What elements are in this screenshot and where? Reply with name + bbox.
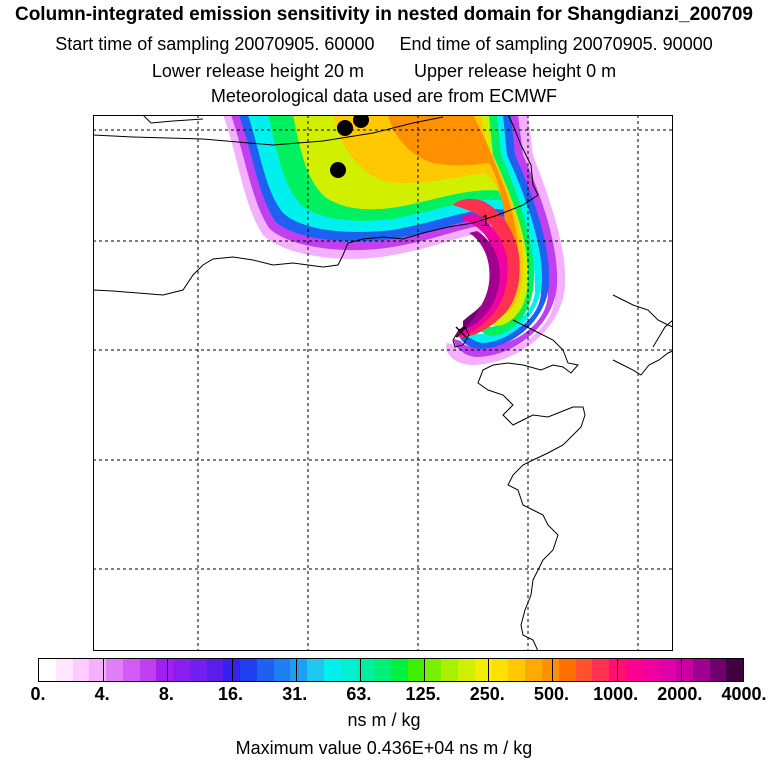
colorbar-tick [680,659,682,681]
receptor-points [330,115,369,178]
colorbar-segment [676,659,693,681]
colorbar-segment [307,659,325,681]
colorbar-segment [89,659,107,681]
colorbar-segment [592,659,610,681]
plume-field [223,115,566,365]
colorbar-tick [231,659,233,681]
colorbar-segment [558,659,576,681]
colorbar-segment [726,659,744,681]
met-data-label: Meteorological data used are from ECMWF [210,86,558,106]
colorbar-segment [374,659,392,681]
colorbar-segment [659,659,677,681]
colorbar-segment [391,659,408,681]
colorbar-segment [273,659,291,681]
colorbar-tick [103,659,105,681]
colorbar-tick-label: 1000. [593,684,639,704]
colorbar-segment [474,659,492,681]
colorbar-tick-label: 2000. [657,684,703,704]
sampling-time-line: Start time of sampling 20070905. 60000 E… [0,34,768,55]
release-height-line: Lower release height 20 m Upper release … [0,61,768,82]
colorbar-segment [525,659,542,681]
colorbar-tick-label: 31. [282,684,308,704]
colorbar-tick-label: 0. [30,684,46,704]
lower-release-height-label: Lower release height 20 m [151,61,364,81]
colorbar-segment [642,659,660,681]
colorbar-tick-label: 250. [469,684,505,704]
start-time-label: Start time of sampling 20070905. 60000 [55,34,375,54]
colorbar-segment [424,659,442,681]
colorbar-segment [324,659,341,681]
colorbar-tick-label: 63. [346,684,372,704]
colorbar-tick-label: 500. [533,684,569,704]
colorbar-segment [173,659,190,681]
contour-label: 1 [481,213,490,230]
colorbar-segment [240,659,257,681]
plot-title: Column-integrated emission sensitivity i… [14,4,753,25]
colorbar-segment [625,659,643,681]
colorbar-tick [552,659,554,681]
receptor-point [337,120,353,136]
upper-release-height-label: Upper release height 0 m [414,61,617,81]
colorbar-tick [616,659,618,681]
colorbar-tick-label: 16. [218,684,244,704]
colorbar-tick [359,659,361,681]
colorbar [38,658,744,682]
colorbar-segment [340,659,358,681]
colorbar-segment [709,659,727,681]
map-frame [93,115,673,651]
colorbar-segment [692,659,710,681]
colorbar-tick [167,659,169,681]
colorbar-tick-label: 4. [94,684,110,704]
colorbar-segment [256,659,274,681]
colorbar-segment [206,659,224,681]
colorbar-tick-label: 125. [405,684,441,704]
colorbar-segment [508,659,526,681]
colorbar-segment [491,659,509,681]
colorbar-tick-label: 8. [158,684,174,704]
colorbar-segment [290,659,308,681]
colorbar-segment [441,659,459,681]
receptor-point [330,162,346,178]
colorbar-segment [55,659,73,681]
colorbar-segment [575,659,593,681]
colorbar-segment [72,659,90,681]
lat-lon-grid [93,115,673,651]
receptor-point [353,115,369,128]
colorbar-segment [122,659,140,681]
release-site-marker [455,326,467,338]
colorbar-segment [139,659,157,681]
colorbar-segment [541,659,559,681]
colorbar-tick [295,659,297,681]
maximum-value-label: Maximum value 0.436E+04 ns m / kg [235,738,533,758]
colorbar-segment [39,659,56,681]
end-time-label: End time of sampling 20070905. 90000 [399,34,713,54]
coastlines [93,115,673,651]
colorbar-tick-label: 4000. [721,684,767,704]
colorbar-segment [189,659,207,681]
map-panel: 1 [93,115,673,651]
colorbar-segment [357,659,375,681]
colorbar-segment [106,659,123,681]
colorbar-tick [424,659,426,681]
colorbar-segment [407,659,425,681]
colorbar-segment [458,659,475,681]
colorbar-units: ns m / kg [347,710,421,730]
colorbar-tick [488,659,490,681]
colorbar-tick-labels: 0. 4. 8. 16. 31. 63. 125. 250. 500. 1000. 2000. 400… [0,684,768,706]
colorbar-segment [156,659,174,681]
